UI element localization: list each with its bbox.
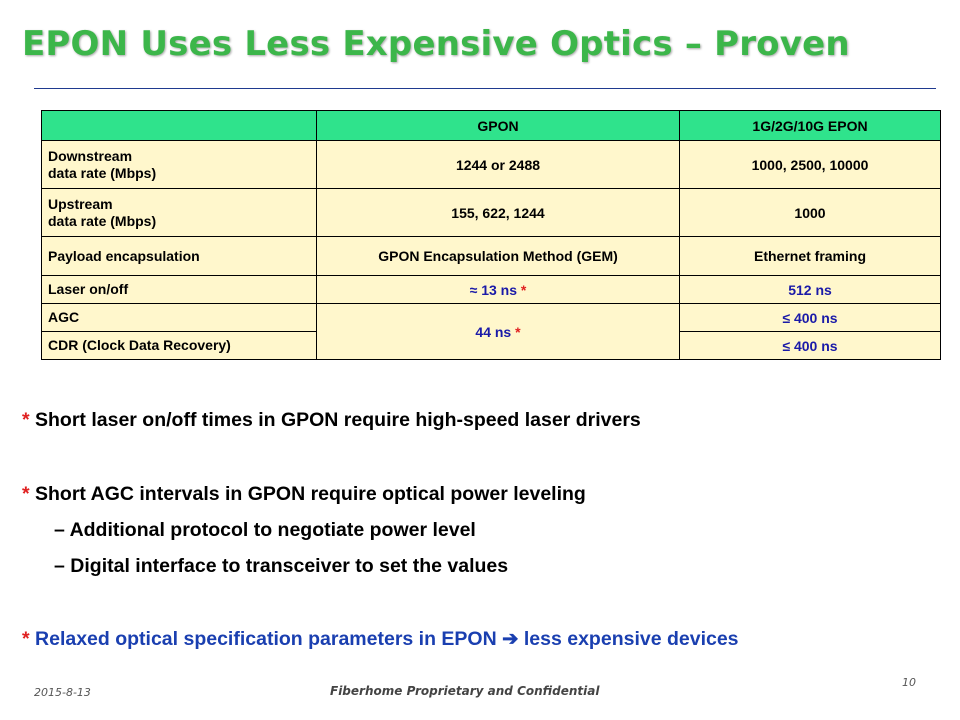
- note-text: Short AGC intervals in GPON require opti…: [35, 483, 586, 505]
- approx-symbol: ≈: [469, 281, 478, 298]
- sub-note: – Additional protocol to negotiate power…: [54, 519, 476, 542]
- gpon-value: 44 ns: [475, 323, 512, 340]
- sub-note-text: Digital interface to transceiver to set …: [70, 555, 509, 577]
- footer-date: 2015-8-13: [34, 686, 91, 699]
- epon-value: 400 ns: [793, 337, 838, 354]
- table-row: AGC 44 ns * ≤ 400 ns: [41, 303, 941, 360]
- table-row: Upstream data rate (Mbps) 155, 622, 1244…: [41, 188, 941, 237]
- epon-cell: 512 ns: [679, 275, 941, 304]
- row-label: Upstream data rate (Mbps): [41, 188, 317, 237]
- gpon-merged-cell: 44 ns *: [316, 303, 680, 360]
- gpon-cell: ≈ 13 ns *: [316, 275, 680, 304]
- row-label-line1: Upstream: [48, 195, 113, 212]
- header-empty-cell: [41, 110, 317, 141]
- le-symbol: ≤: [782, 337, 791, 354]
- gpon-cell: GPON Encapsulation Method (GEM): [316, 236, 680, 276]
- footnote-star: *: [515, 323, 521, 340]
- epon-cell: Ethernet framing: [679, 236, 941, 276]
- table-row: Laser on/off ≈ 13 ns * 512 ns: [41, 275, 941, 304]
- header-gpon: GPON: [316, 110, 680, 141]
- epon-cell: ≤ 400 ns: [679, 331, 941, 360]
- page-number: 10: [902, 676, 916, 689]
- header-epon: 1G/2G/10G EPON: [679, 110, 941, 141]
- epon-cell: ≤ 400 ns: [679, 303, 941, 332]
- table-row: Downstream data rate (Mbps) 1244 or 2488…: [41, 140, 941, 189]
- sub-note-text: Additional protocol to negotiate power l…: [69, 519, 476, 541]
- table-row: CDR (Clock Data Recovery) ≤ 400 ns: [41, 331, 941, 360]
- row-label-line2: data rate (Mbps): [48, 164, 157, 181]
- note-text: Short laser on/off times in GPON require…: [35, 409, 641, 431]
- row-label-line1: Downstream: [48, 147, 133, 164]
- gpon-value: 13 ns: [481, 281, 518, 298]
- le-symbol: ≤: [782, 309, 791, 326]
- note-text-a: Relaxed optical specification parameters…: [35, 628, 497, 650]
- comparison-table: GPON 1G/2G/10G EPON Downstream data rate…: [41, 110, 941, 360]
- note-laser: * Short laser on/off times in GPON requi…: [22, 409, 641, 432]
- note-agc: * Short AGC intervals in GPON require op…: [22, 483, 586, 506]
- epon-value: 400 ns: [793, 309, 838, 326]
- note-relaxed: * Relaxed optical specification paramete…: [22, 627, 739, 651]
- footer-confidential: Fiberhome Proprietary and Confidential: [330, 684, 600, 698]
- row-label: Downstream data rate (Mbps): [41, 140, 317, 189]
- table-row: Payload encapsulation GPON Encapsulation…: [41, 236, 941, 276]
- dash: –: [54, 555, 65, 577]
- row-label: AGC: [41, 303, 317, 332]
- table-header-row: GPON 1G/2G/10G EPON: [41, 110, 941, 141]
- footnote-star: *: [520, 281, 527, 298]
- note-star: *: [22, 628, 30, 650]
- note-star: *: [22, 409, 30, 431]
- arrow-right-icon: ➔: [502, 628, 519, 650]
- slide-title: EPON Uses Less Expensive Optics – Proven: [22, 24, 850, 64]
- row-label: Payload encapsulation: [41, 236, 317, 276]
- row-label: Laser on/off: [41, 275, 317, 304]
- gpon-cell: 1244 or 2488: [316, 140, 680, 189]
- gpon-cell: 155, 622, 1244: [316, 188, 680, 237]
- title-divider: [34, 88, 936, 89]
- dash: –: [54, 519, 65, 541]
- row-label: CDR (Clock Data Recovery): [41, 331, 317, 360]
- epon-cell: 1000, 2500, 10000: [679, 140, 941, 189]
- note-star: *: [22, 483, 30, 505]
- note-text-b: less expensive devices: [523, 628, 739, 650]
- row-label-line2: data rate (Mbps): [48, 212, 157, 229]
- epon-cell: 1000: [679, 188, 941, 237]
- sub-note: – Digital interface to transceiver to se…: [54, 555, 508, 578]
